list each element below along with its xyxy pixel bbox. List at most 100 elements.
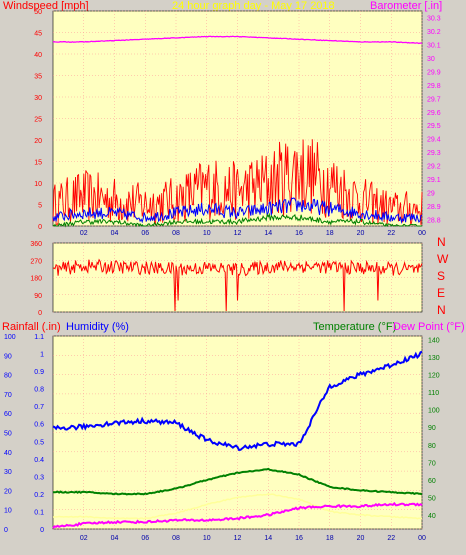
wind-tick-label: 45 [34,31,42,38]
rain-axis-label: Rainfall (.in) [2,321,61,333]
x-tick-label: 10 [203,230,211,237]
temperature-tick-label: 40 [428,513,436,520]
rain-tick-label: 0.9 [34,369,44,376]
wind-tick-label: 15 [34,160,42,167]
hum-x-tick-labels: 02 04 06 08 10 12 14 16 18 20 22 00 [80,535,426,542]
wind-tick-label: 35 [34,74,42,81]
humidity-tick-label: 50 [4,431,12,438]
x-tick-label: 04 [111,230,119,237]
wind-tick-label: 5 [38,203,42,210]
rain-tick-label: 0.2 [34,492,44,499]
baro-axis-label: Barometer [.in] [370,0,442,12]
barometer-line [52,35,423,45]
dir-tick-label: 90 [34,293,42,300]
wind-tick-label: 50 [34,9,42,16]
baro-tick-label: 29 [427,190,435,197]
temperature-tick-label: 50 [428,495,436,502]
humidity-tick-label: 20 [4,488,12,495]
humidity-tick-label: 0 [4,527,8,534]
x-tick-label: 12 [234,230,242,237]
humidity-tick-label: 80 [4,373,12,380]
rain-tick-label: 0.8 [34,387,44,394]
x-tick-label: 14 [264,535,272,542]
baro-tick-label: 29.3 [427,150,441,157]
baro-tick-label: 29.8 [427,83,441,90]
baro-tick-label: 29.5 [427,123,441,130]
x-tick-label: 00 [418,230,426,237]
rain-tick-label: 0.1 [34,509,44,516]
wind-tick-label: 0 [38,224,42,231]
x-tick-label: 10 [203,535,211,542]
humidity-tick-label: 40 [4,450,12,457]
hum-temp-grid [53,335,423,530]
rain-tick-label: 0.4 [34,457,44,464]
x-tick-label: 08 [172,535,180,542]
x-tick-label: 22 [387,535,395,542]
x-tick-label: 06 [141,230,149,237]
wind-axis-ticks: 0 5 10 15 20 25 30 35 40 45 50 [34,9,42,231]
x-tick-label: 16 [295,535,303,542]
humidity-tick-label: 30 [4,469,12,476]
humidity-tick-label: 100 [4,334,16,341]
dir-tick-label: 360 [30,241,42,248]
compass-letter: E [437,286,445,300]
humidity-tick-label: 60 [4,411,12,418]
compass-letter: S [437,269,445,283]
dewpoint-line [52,492,423,520]
humidity-axis-label: Humidity (%) [66,321,129,333]
rain-tick-label: 0.7 [34,404,44,411]
wind-x-tick-labels: 02 04 06 08 10 12 14 16 18 20 22 00 [80,230,426,237]
baro-tick-label: 28.8 [427,217,441,224]
compass-letter: W [437,252,449,266]
temperature-tick-label: 70 [428,460,436,467]
temperature-tick-label: 80 [428,443,436,450]
baro-tick-label: 29.6 [427,110,441,117]
wind-tick-label: 30 [34,95,42,102]
wind-baro-plot-area [52,10,423,227]
dir-tick-label: 270 [30,258,42,265]
humidity-axis-ticks: 0 10 20 30 40 50 60 70 80 90 100 [4,334,16,534]
wind-series [52,139,423,228]
rain-tick-label: 0.5 [34,439,44,446]
baro-tick-label: 29.9 [427,69,441,76]
baro-tick-label: 29.4 [427,137,441,144]
baro-tick-label: 29.7 [427,96,441,103]
temperature-tick-label: 110 [428,390,439,397]
x-tick-label: 02 [80,535,88,542]
dir-tick-label: 180 [30,276,42,283]
x-tick-label: 00 [418,535,426,542]
wind-low-line [52,212,423,228]
humidity-tick-label: 10 [4,508,12,515]
x-tick-label: 02 [80,230,88,237]
rain-tick-label: 0.6 [34,422,44,429]
temperature-tick-label: 60 [428,478,436,485]
dir-tick-label: 0 [38,310,42,317]
rain-tick-label: 1.1 [34,334,44,341]
rain-line [52,501,423,529]
x-tick-label: 06 [141,535,149,542]
baro-axis-ticks: 28.8 28.9 29 29.1 29.2 29.3 29.4 29.5 29.6 29.7 29… [427,16,441,225]
rain-tick-label: 1 [40,352,44,359]
dewpoint-axis-label: Dew Point (°F) [393,321,465,333]
rain-axis-ticks: 0 0.1 0.2 0.3 0.4 0.5 0.6 0.7 0.8 0.9 1 1.1 [34,334,44,534]
baro-tick-label: 30.2 [427,29,441,36]
direction-line [52,258,423,312]
baro-tick-label: 30.1 [427,43,441,50]
x-tick-label: 20 [357,535,365,542]
temperature-tick-label: 140 [428,338,440,345]
wind-axis-label: Windspeed [mph] [3,0,89,12]
x-tick-label: 16 [295,230,303,237]
temperature-line [52,467,423,496]
x-tick-label: 18 [326,230,334,237]
x-tick-label: 20 [357,230,365,237]
baro-tick-label: 29.1 [427,177,441,184]
wind-tick-label: 20 [34,138,42,145]
wind-tick-label: 40 [34,52,42,59]
wind-tick-label: 10 [34,181,42,188]
direction-axis-ticks: 0 90 180 270 360 [30,241,42,317]
temperature-tick-label: 130 [428,355,440,362]
x-tick-label: 22 [387,230,395,237]
temperature-tick-label: 120 [428,373,440,380]
